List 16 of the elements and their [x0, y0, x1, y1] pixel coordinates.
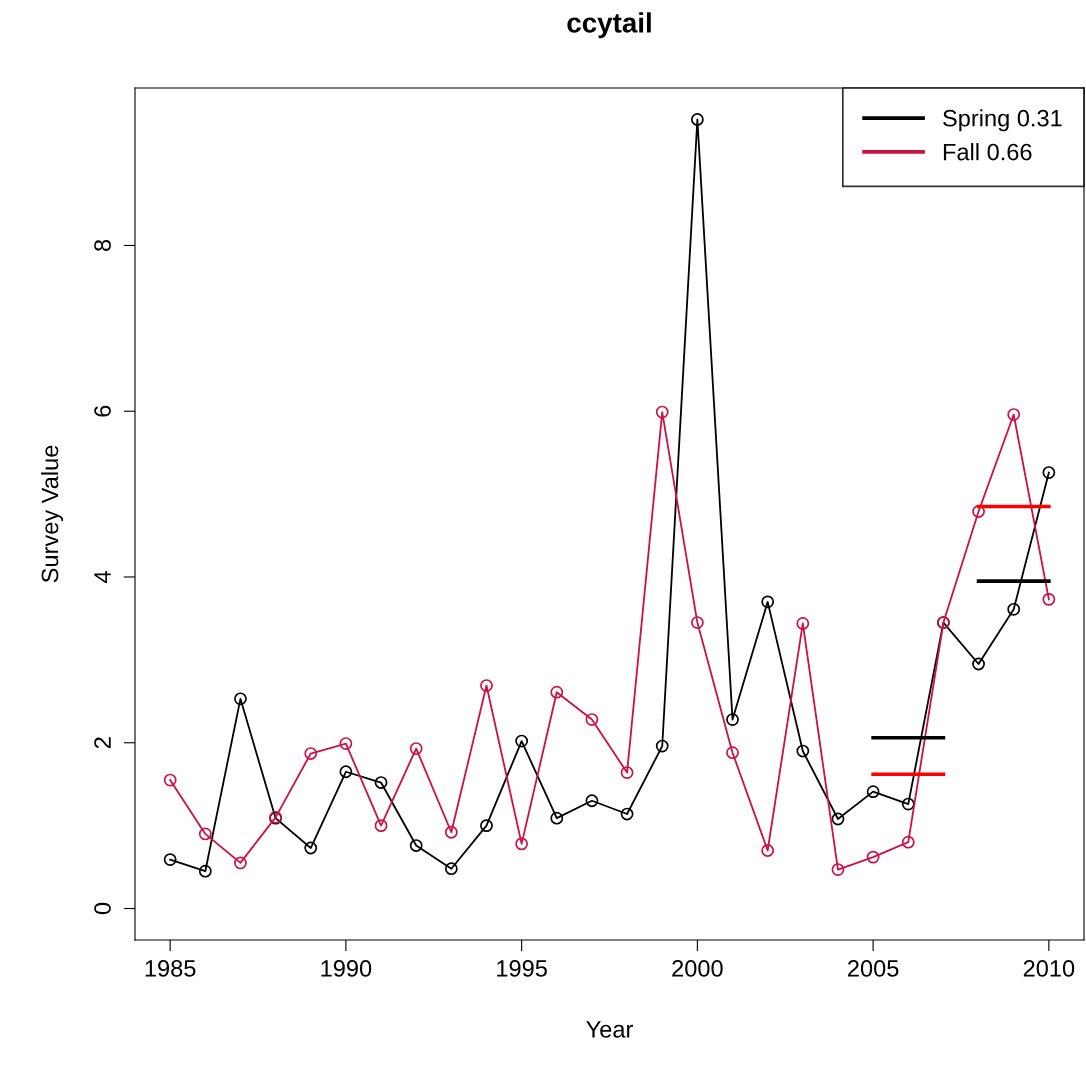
- y-tick-label: 2: [94, 737, 111, 749]
- y-tick-label: 4: [94, 571, 111, 584]
- x-tick-label: 2010: [1023, 960, 1075, 977]
- chart-title: ccytail: [567, 12, 651, 39]
- x-tick-label: 1990: [321, 960, 372, 977]
- y-tick-label: 6: [94, 405, 111, 417]
- legend-label: Fall 0.66: [943, 143, 1032, 161]
- y-tick-label: 8: [94, 239, 111, 252]
- legend-label: Spring 0.31: [943, 109, 1062, 132]
- x-tick-label: 1995: [497, 960, 547, 977]
- x-axis-title: Year: [586, 1021, 633, 1038]
- x-tick-label: 1985: [145, 960, 196, 977]
- y-axis-title: Survey Value: [40, 445, 63, 583]
- x-tick-label: 2000: [672, 960, 723, 977]
- x-tick-label: 2005: [848, 960, 899, 977]
- y-tick-label: 0: [94, 902, 111, 915]
